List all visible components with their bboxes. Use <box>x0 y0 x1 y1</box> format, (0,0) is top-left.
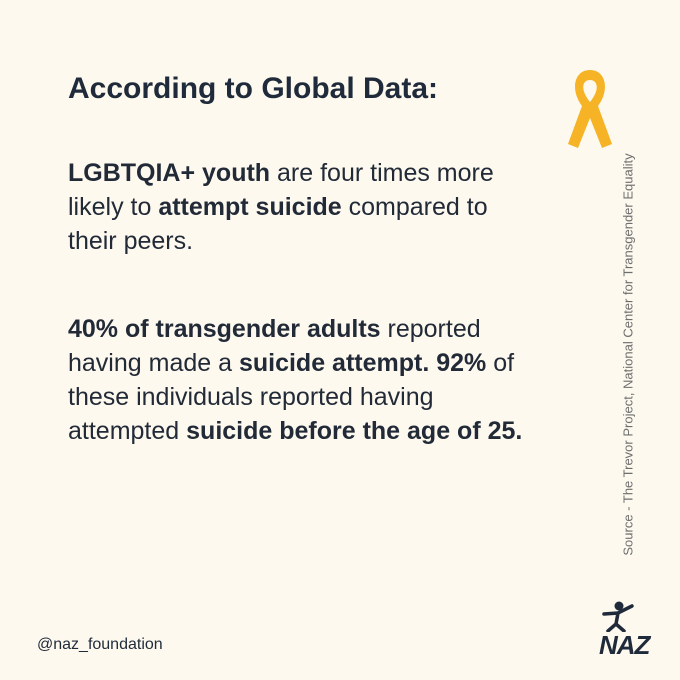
ribbon <box>568 70 612 148</box>
bold-text: attempt suicide <box>158 193 342 221</box>
text: reported having made a <box>68 315 481 377</box>
source: Source - The Trevor Project, National Ce… <box>620 153 636 556</box>
paragraph: LGBTQIA+ youth are four times more likel… <box>68 156 538 258</box>
logo: NAZ <box>599 630 650 660</box>
text: of these individuals reported having att… <box>68 349 515 445</box>
bold-text: 40% of transgender adults <box>68 315 381 343</box>
paragraph: 40% of transgender adults reported havin… <box>68 312 538 448</box>
bold-text: suicide attempt. 92% <box>238 349 487 377</box>
bold-text: LGBTQIA+ youth <box>68 159 271 187</box>
text: are four times more likely to <box>68 159 494 221</box>
logo-figure <box>602 601 634 632</box>
handle: @naz_foundation <box>37 636 163 653</box>
title: According to Global Data: <box>68 72 439 105</box>
text: compared to their peers. <box>68 193 488 255</box>
bold-text: suicide before the age of 25. <box>186 417 523 445</box>
